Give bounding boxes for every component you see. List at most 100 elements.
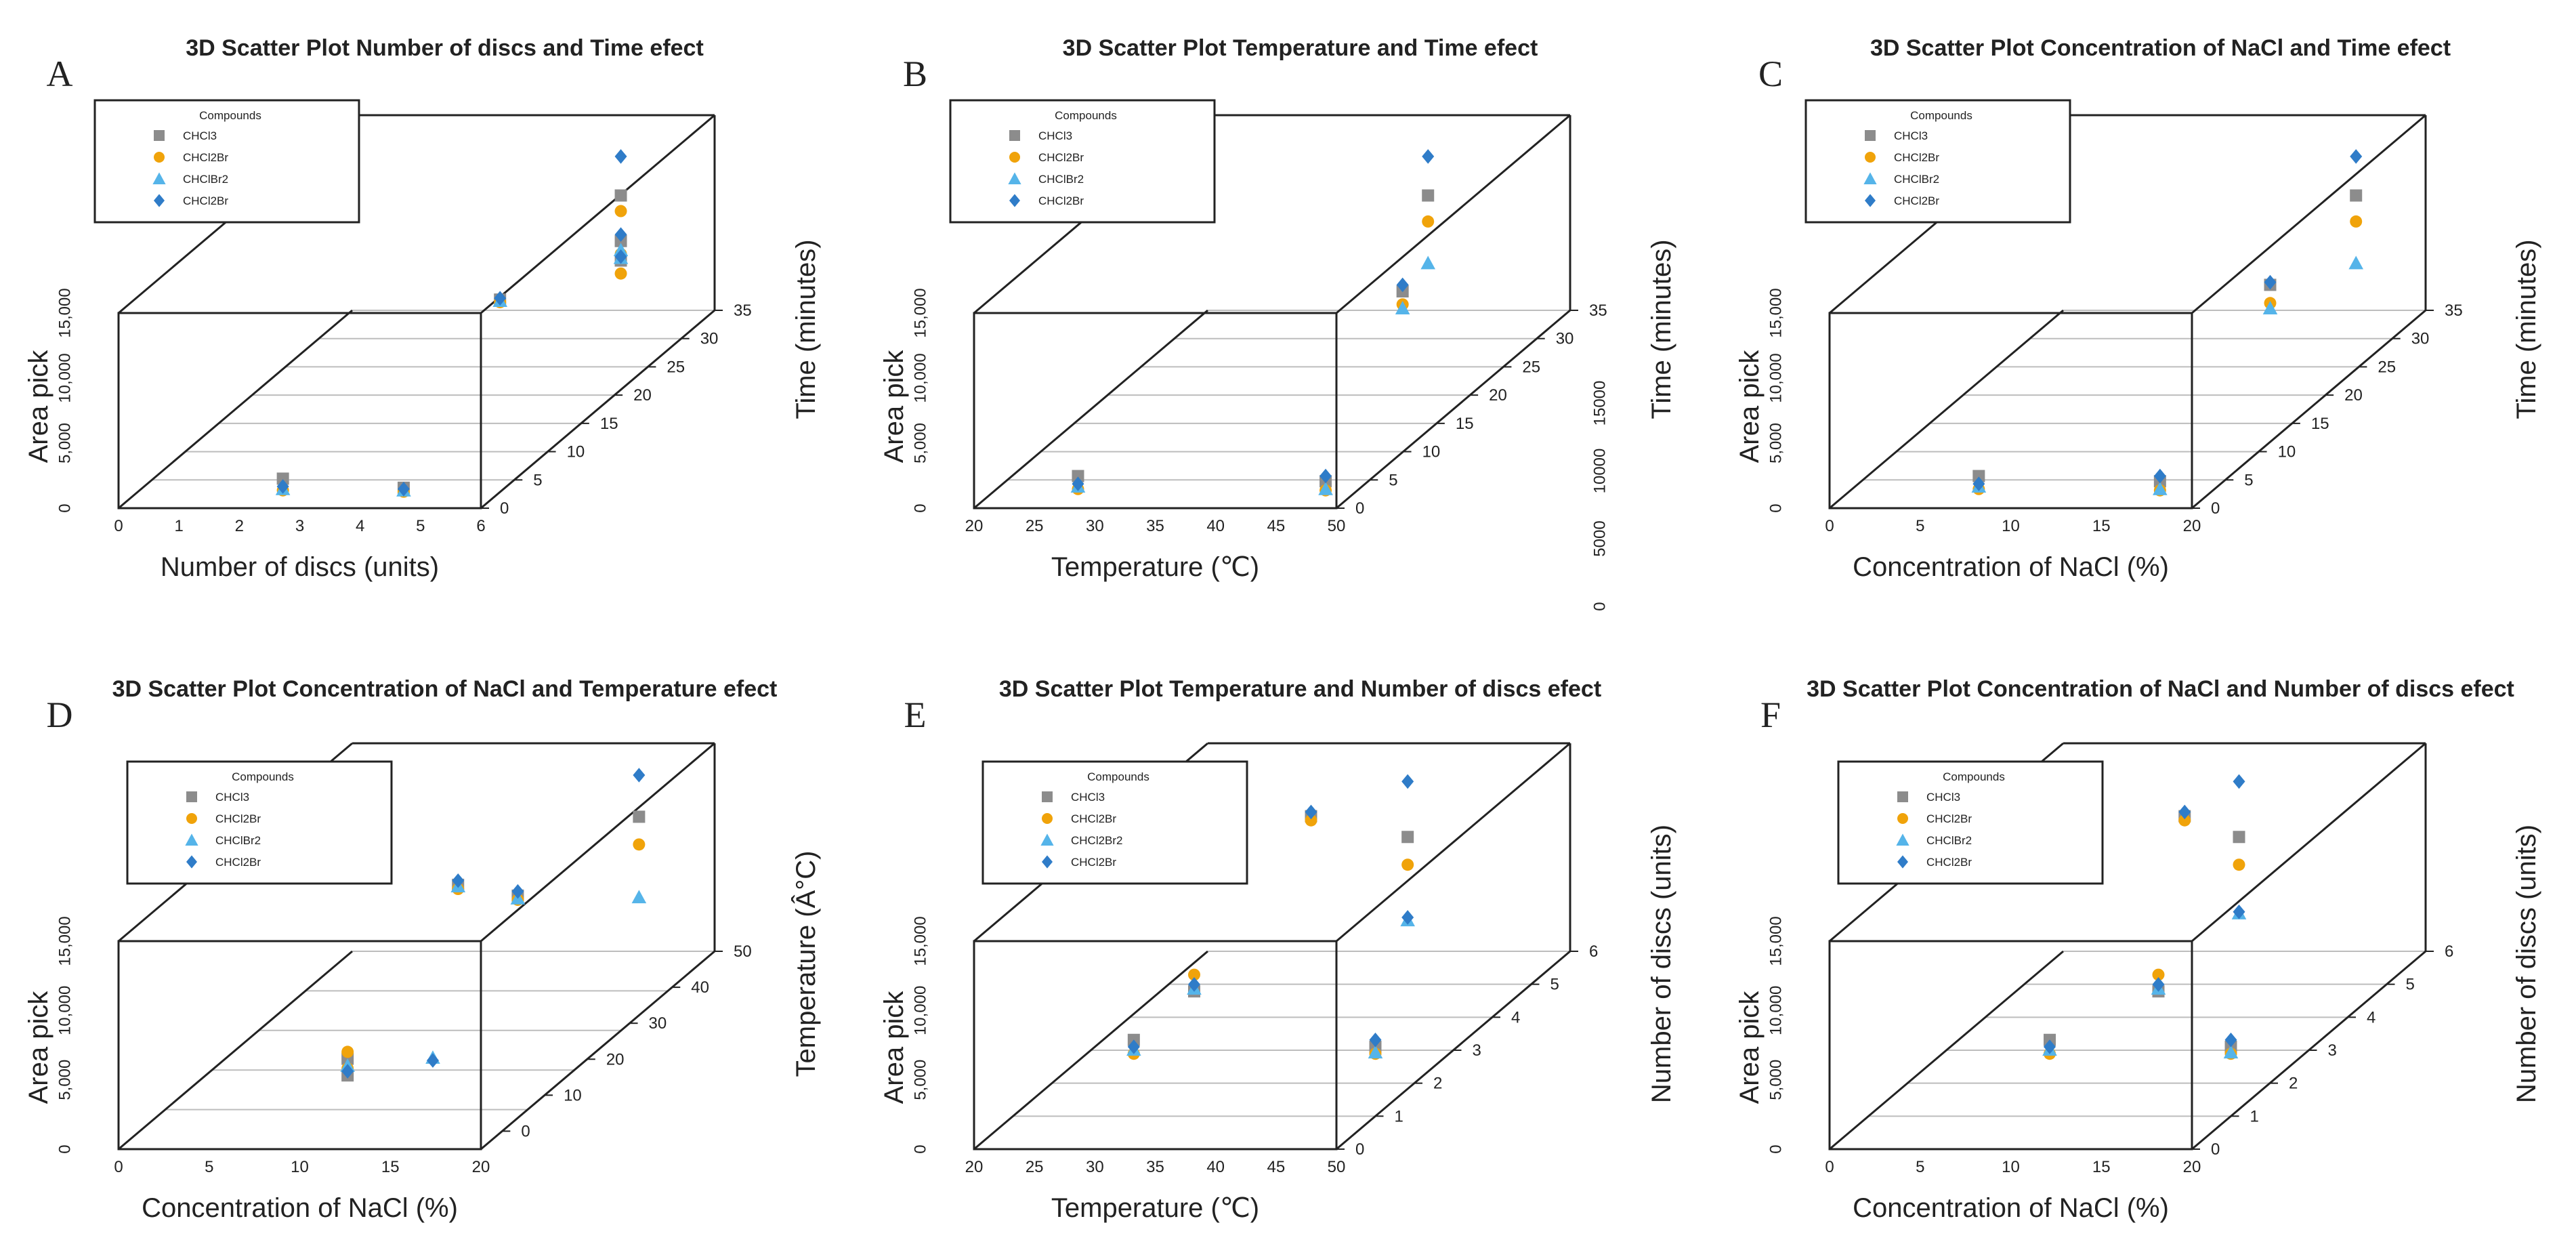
x-tick-label: 25 <box>1026 517 1044 535</box>
legend-marker <box>1897 813 1908 824</box>
x-tick-label: 25 <box>1026 1158 1044 1176</box>
legend-marker <box>1865 130 1876 141</box>
x-tick-label: 20 <box>2183 1158 2201 1176</box>
box-edge <box>480 742 715 942</box>
data-point-chcl3 <box>2350 189 2363 202</box>
data-point-chbr3 <box>1401 774 1414 789</box>
x-axis-label: Concentration of NaCl (%) <box>1853 1193 2169 1223</box>
box-front <box>117 940 482 1150</box>
y-tick-label: 5 <box>1389 471 1397 489</box>
panel-letter: D <box>47 694 73 735</box>
data-point-chbr3 <box>1396 277 1409 293</box>
x-tick-label: 50 <box>1328 1158 1346 1176</box>
y-axis-label: Time (minutes) <box>2512 239 2541 419</box>
z-tick-label: 10,000 <box>56 353 74 402</box>
legend-title: Compounds <box>1910 109 1972 122</box>
data-point-chcl3 <box>1072 470 1084 482</box>
extra-axis-tick-label: 0 <box>1590 602 1609 610</box>
legend-title: Compounds <box>1055 109 1117 122</box>
data-point-chbr3 <box>341 1064 354 1079</box>
box-edge <box>2191 114 2426 314</box>
z-axis-label: Area pick <box>879 991 909 1104</box>
y-tick-label: 0 <box>2211 1140 2220 1159</box>
x-tick-label: 40 <box>1206 517 1225 535</box>
legend-marker <box>1865 194 1876 207</box>
legend-box <box>1837 760 2104 885</box>
y-tick-label: 20 <box>1489 386 1507 405</box>
legend-title: Compounds <box>1943 770 2005 783</box>
data-point-chbr3 <box>426 1053 439 1068</box>
x-tick-label: 0 <box>114 517 123 535</box>
data-point-chbr3 <box>1305 804 1317 820</box>
y-tick-label: 5 <box>2244 471 2253 489</box>
legend-label: CHCl3 <box>1071 791 1105 804</box>
legend-marker <box>1042 791 1053 802</box>
legend-label: CHClBr2 <box>1926 834 1972 847</box>
x-tick-label: 2 <box>235 517 244 535</box>
box-edge <box>480 114 715 314</box>
data-point-chbr3 <box>1319 468 1332 484</box>
legend-label: CHClBr2 <box>1894 173 1939 186</box>
legend-label: CHCl3 <box>1894 129 1928 142</box>
x-tick-label: 20 <box>965 517 984 535</box>
panel-d: 3D Scatter Plot Concentration of NaCl an… <box>24 676 821 1223</box>
legend-marker <box>154 194 165 207</box>
legend-title: Compounds <box>232 770 294 783</box>
extra-axis-tick-label: 10000 <box>1590 449 1609 494</box>
y-tick-label: 1 <box>1395 1107 1403 1125</box>
box-front <box>117 312 482 510</box>
z-axis-label: Area pick <box>879 350 909 463</box>
legend-label: CHCl2Br <box>215 856 261 869</box>
data-point-chcl2br <box>2152 968 2165 981</box>
legend-label: CHCl3 <box>1038 129 1072 142</box>
y-tick-label: 1 <box>2250 1107 2259 1125</box>
data-point-chbr3 <box>1127 1039 1140 1054</box>
x-tick-label: 40 <box>1206 1158 1225 1176</box>
x-axis-label: Temperature (℃) <box>1051 552 1259 582</box>
z-tick-label: 0 <box>1767 1144 1785 1153</box>
y-axis-label: Time (minutes) <box>1647 239 1676 419</box>
legend-label: CHCl2Br <box>1894 151 1939 164</box>
legend-label: CHCl2Br <box>1038 194 1084 207</box>
legend-box <box>1804 99 2071 224</box>
data-point-chclbr2 <box>2348 255 2364 270</box>
x-tick-label: 45 <box>1267 1158 1285 1176</box>
y-tick-label: 6 <box>2445 942 2453 961</box>
data-point-chcl3 <box>633 810 646 823</box>
y-tick-label: 25 <box>1522 358 1540 376</box>
data-point-chclbr2 <box>1368 1045 1383 1059</box>
z-tick-label: 5,000 <box>1767 1060 1785 1100</box>
panel-letter: F <box>1760 694 1781 735</box>
data-point-chclbr2 <box>2153 481 2168 495</box>
box-edge <box>480 309 715 510</box>
legend-box <box>949 99 1216 224</box>
box-edge <box>1829 950 2064 1150</box>
legend-marker <box>186 791 197 802</box>
data-point-chcl3 <box>2233 831 2245 844</box>
y-tick-label: 15 <box>600 415 618 433</box>
legend-marker <box>1040 833 1054 846</box>
data-point-chclbr2 <box>2223 1045 2239 1059</box>
y-tick-label: 30 <box>2411 330 2430 348</box>
data-point-chbr3 <box>2153 468 2166 484</box>
data-point-chclbr2 <box>1318 481 1333 495</box>
z-tick-label: 5,000 <box>56 423 74 463</box>
y-tick-label: 30 <box>700 330 719 348</box>
data-point-chcl2br <box>1422 215 1435 228</box>
z-tick-label: 10,000 <box>911 353 929 402</box>
data-point-chbr3 <box>511 884 524 899</box>
z-tick-label: 0 <box>56 503 74 512</box>
data-point-chcl3 <box>276 472 289 485</box>
z-tick-label: 10,000 <box>911 986 929 1035</box>
panel-e: 3D Scatter Plot Temperature and Number o… <box>879 676 1676 1223</box>
box-edge <box>973 950 1208 1150</box>
data-point-chcl3 <box>614 189 627 202</box>
box-edge <box>480 950 715 1150</box>
data-point-chcl2br <box>1188 968 1200 981</box>
legend-label: CHCl3 <box>215 791 249 804</box>
box-edge <box>1336 114 1571 314</box>
legend-marker <box>1009 152 1020 163</box>
legend-marker <box>1865 152 1876 163</box>
y-tick-label: 30 <box>1556 330 1574 348</box>
